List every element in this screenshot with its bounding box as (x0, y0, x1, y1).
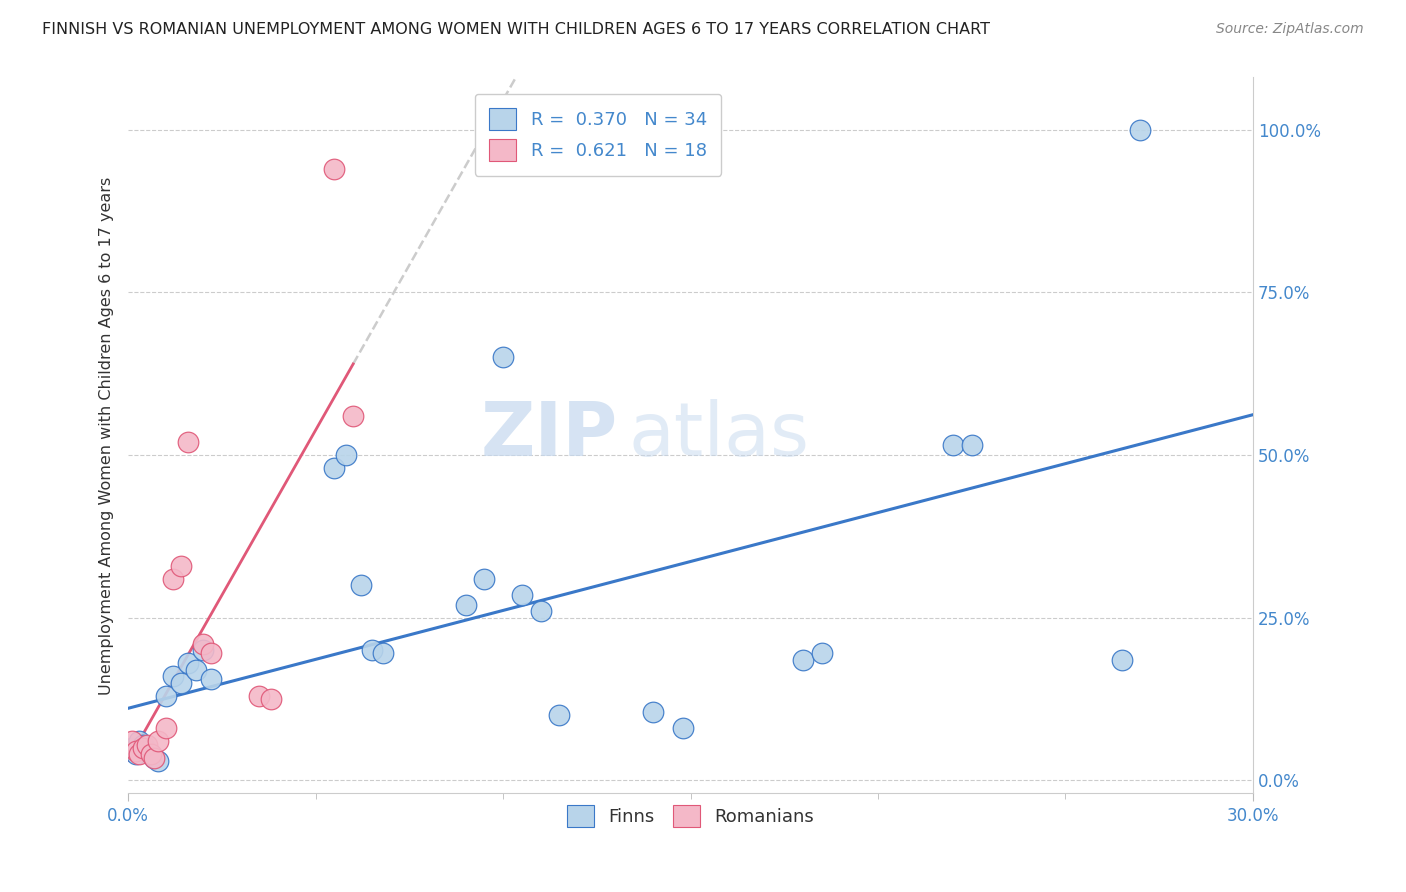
Point (132, 738, 155, 752)
Point (373, 647, 395, 661)
Point (942, 438, 965, 452)
Point (155, 689, 177, 703)
Point (1129, 122, 1152, 136)
Point (170, 675, 193, 690)
Point (200, 647, 222, 661)
Point (335, 448, 357, 462)
Point (128, 747, 150, 762)
Point (148, 754, 170, 768)
Point (136, 744, 159, 758)
Point (139, 747, 162, 762)
Point (148, 734, 170, 748)
Text: atlas: atlas (628, 399, 810, 472)
Point (193, 643, 215, 657)
Point (121, 734, 143, 748)
Text: Source: ZipAtlas.com: Source: ZipAtlas.com (1216, 22, 1364, 37)
Point (125, 744, 148, 758)
Point (810, 647, 832, 661)
Point (249, 689, 271, 703)
Point (128, 734, 150, 748)
Point (474, 572, 496, 586)
Point (342, 409, 364, 423)
Point (162, 572, 184, 586)
Point (361, 643, 384, 657)
Point (193, 637, 215, 651)
Point (200, 673, 222, 687)
Point (672, 721, 695, 735)
Point (162, 669, 184, 683)
Point (132, 740, 155, 755)
Point (323, 461, 346, 475)
Point (454, 598, 477, 612)
Point (492, 351, 515, 365)
Point (1111, 653, 1133, 667)
Point (155, 721, 177, 735)
Point (960, 438, 983, 452)
Point (184, 663, 207, 677)
Text: FINNISH VS ROMANIAN UNEMPLOYMENT AMONG WOMEN WITH CHILDREN AGES 6 TO 17 YEARS CO: FINNISH VS ROMANIAN UNEMPLOYMENT AMONG W… (42, 22, 990, 37)
Point (510, 588, 533, 602)
Point (548, 708, 571, 723)
Legend: Finns, Romanians: Finns, Romanians (560, 798, 821, 834)
Point (170, 558, 193, 573)
Text: ZIP: ZIP (481, 399, 617, 472)
Point (121, 740, 143, 755)
Point (641, 705, 664, 719)
Point (529, 604, 551, 618)
Point (136, 738, 159, 752)
Point (792, 653, 814, 667)
Point (323, 161, 346, 176)
Point (177, 656, 200, 670)
Point (125, 747, 148, 762)
Point (139, 747, 162, 762)
Point (143, 750, 166, 764)
Point (350, 578, 373, 592)
Point (177, 434, 200, 449)
Point (143, 750, 166, 764)
Point (260, 692, 283, 706)
Y-axis label: Unemployment Among Women with Children Ages 6 to 17 years: Unemployment Among Women with Children A… (100, 177, 114, 695)
